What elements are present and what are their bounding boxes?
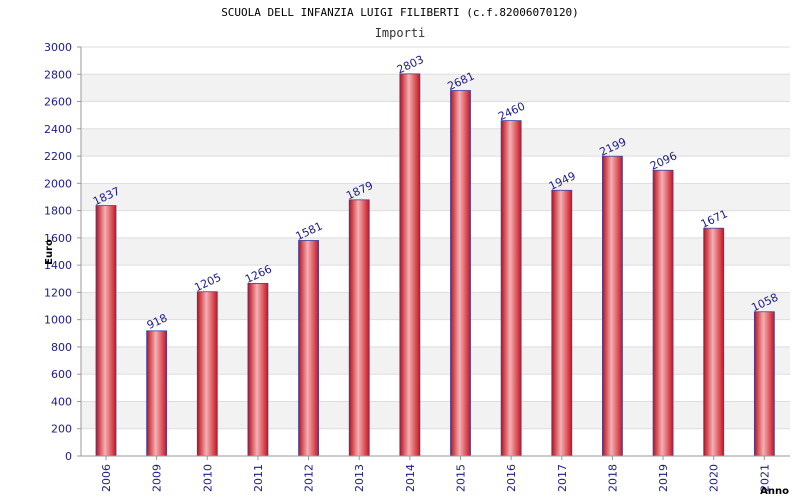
y-tick-label: 1400 — [44, 259, 72, 272]
bar — [196, 291, 218, 457]
bar — [602, 155, 623, 457]
bar — [551, 189, 573, 457]
y-tick-label: 200 — [51, 423, 72, 436]
x-axis-title: Anno — [760, 486, 789, 497]
y-tick-label: 600 — [51, 368, 72, 381]
grid-band — [81, 237, 790, 266]
bar — [753, 311, 775, 457]
grid-bands — [81, 74, 790, 429]
chart-title: SCUOLA DELL INFANZIA LUIGI FILIBERTI (c.… — [221, 6, 579, 19]
y-tick-label: 400 — [51, 395, 72, 408]
y-tick-label: 1200 — [44, 286, 72, 299]
value-label: 2460 — [496, 100, 527, 124]
x-tick-label: 2006 — [100, 464, 113, 492]
x-tick-label: 2011 — [252, 464, 265, 492]
bar — [399, 73, 421, 457]
grid-band — [81, 183, 790, 211]
x-axis-ticks: 2006 2009 2010 2011 2012 2013 2014 2015 2016 2017… — [100, 456, 771, 492]
x-tick-label: 2016 — [505, 464, 518, 492]
x-tick-label: 2021 — [758, 464, 771, 492]
grid-band — [81, 346, 790, 375]
y-tick-label: 2600 — [44, 96, 72, 109]
x-tick-label: 2015 — [455, 464, 468, 492]
y-axis-ticks: 0 200 400 600 800 1000 1200 1400 1600 1800 2000 220… — [44, 41, 81, 463]
bar — [450, 90, 471, 457]
bar — [348, 199, 370, 457]
y-tick-label: 1600 — [44, 232, 72, 245]
y-tick-label: 2000 — [44, 177, 72, 190]
value-label: 1205 — [192, 271, 223, 295]
x-tick-label: 2018 — [606, 464, 619, 492]
y-tick-label: 2200 — [44, 150, 72, 163]
bar — [146, 330, 168, 457]
x-tick-label: 2012 — [303, 464, 316, 492]
bar — [95, 205, 117, 457]
value-label: 2803 — [395, 53, 426, 77]
y-tick-label: 800 — [51, 341, 72, 354]
bar — [500, 120, 522, 457]
bar — [652, 169, 674, 457]
x-tick-label: 2010 — [201, 464, 214, 492]
y-axis-title: Euro — [44, 239, 55, 265]
value-label: 1266 — [243, 262, 274, 286]
y-tick-label: 1800 — [44, 205, 72, 218]
bars — [95, 73, 775, 457]
bar — [703, 227, 725, 457]
y-tick-label: 0 — [65, 450, 72, 463]
grid-band — [81, 74, 790, 102]
bar — [247, 283, 269, 457]
x-tick-label: 2020 — [708, 464, 721, 492]
x-tick-label: 2014 — [404, 464, 417, 492]
x-tick-label: 2017 — [556, 464, 569, 492]
x-tick-label: 2019 — [657, 464, 670, 492]
y-tick-label: 3000 — [44, 41, 72, 54]
grid-band — [81, 292, 790, 320]
bar — [298, 240, 319, 457]
x-tick-label: 2013 — [353, 464, 366, 492]
y-tick-label: 1000 — [44, 314, 72, 327]
x-tick-label: 2009 — [151, 464, 164, 492]
chart-subtitle: Importi — [374, 26, 426, 40]
grid-band — [81, 128, 790, 157]
grid-band — [81, 401, 790, 429]
y-tick-label: 2400 — [44, 123, 72, 136]
y-tick-label: 2800 — [44, 68, 72, 81]
